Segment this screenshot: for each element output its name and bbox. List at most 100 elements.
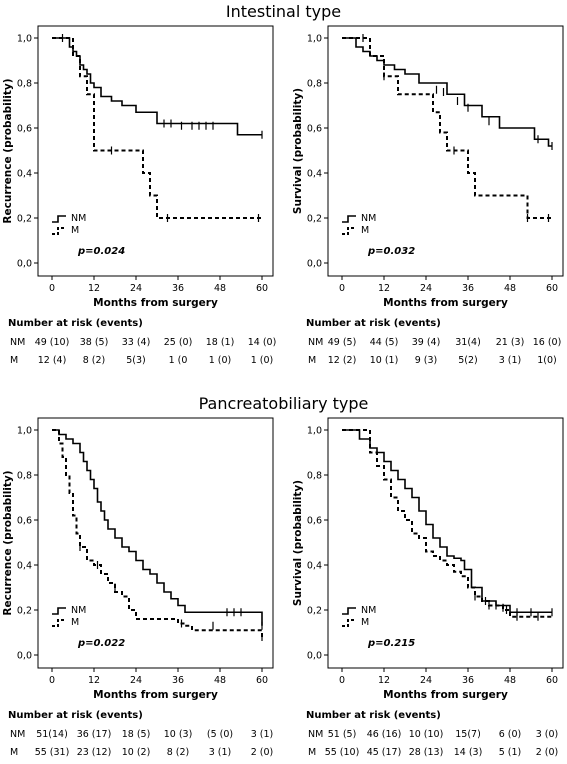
risk-cell: 28 (13) <box>408 747 444 758</box>
y-tick-label: 0,8 <box>307 471 322 482</box>
risk-row-label-m: M <box>10 355 19 366</box>
pancreatobiliary-recurrence-risk-table: Number at risk (events) NM 51(14) 36 (17) 18… <box>0 710 285 764</box>
x-tick-label: 24 <box>420 283 432 294</box>
x-axis-label: Months from surgery <box>93 297 218 309</box>
legend-swatch-m <box>52 619 66 627</box>
y-tick-label: 0,8 <box>307 79 322 90</box>
y-tick-label: 0,6 <box>17 516 32 527</box>
risk-cell: 55 (31) <box>34 747 70 758</box>
x-tick-label: 60 <box>256 283 268 294</box>
risk-cell: 18 (5) <box>121 729 151 740</box>
y-tick-label: 1,0 <box>307 426 322 437</box>
legend-label-m: M <box>361 617 369 628</box>
risk-cell: 45 (17) <box>366 747 402 758</box>
x-tick-label: 12 <box>378 283 390 294</box>
x-tick-label: 48 <box>214 675 226 686</box>
risk-cell: 1 (0) <box>208 355 232 366</box>
risk-cell: 3 (1) <box>498 355 522 366</box>
x-tick-label: 24 <box>130 283 142 294</box>
risk-cell: 3 (1) <box>208 747 232 758</box>
y-tick-label: 1,0 <box>307 34 322 45</box>
risk-row-label-nm: NM <box>308 337 324 348</box>
risk-table-title: Number at risk (events) <box>306 318 441 329</box>
intestinal-survival-risk-table: Number at risk (events) NM 49 (5) 44 (5) 39 … <box>290 318 567 378</box>
intestinal-recurrence-risk-table: Number at risk (events) NM 49 (10) 38 (5) 33… <box>0 318 285 378</box>
y-tick-label: 0,0 <box>17 651 32 662</box>
risk-cell: 25 (0) <box>163 337 193 348</box>
plot-frame <box>327 417 564 669</box>
risk-row-label-m: M <box>308 355 317 366</box>
y-tick-label: 0,0 <box>307 259 322 270</box>
y-tick-label: 0,4 <box>17 561 32 572</box>
risk-cell: 38 (5) <box>79 337 109 348</box>
risk-cell: 10 (3) <box>163 729 193 740</box>
risk-cell: 1 (0) <box>250 355 274 366</box>
risk-cell: 31(4) <box>455 337 481 348</box>
x-tick-label: 24 <box>420 675 432 686</box>
legend-label-m: M <box>71 225 79 236</box>
risk-table-title: Number at risk (events) <box>8 318 143 329</box>
plot-frame <box>327 25 564 277</box>
p-value: p=0.022 <box>77 638 125 649</box>
y-tick-label: 1,0 <box>17 34 32 45</box>
series-line-m <box>52 37 262 219</box>
y-tick-label: 0,4 <box>17 169 32 180</box>
x-tick-label: 0 <box>49 675 55 686</box>
risk-cell: 14 (0) <box>247 337 277 348</box>
legend-label-nm: NM <box>71 605 86 616</box>
risk-cell: 9 (3) <box>414 355 438 366</box>
pancreatobiliary-recurrence-chart: 0,0 0,2 0,4 0,6 0,8 1,0 0 12 24 36 48 60 Months from… <box>2 417 274 701</box>
risk-cell: 18 (1) <box>205 337 235 348</box>
pancreatobiliary-survival-chart: 0,0 0,2 0,4 0,6 0,8 1,0 0 12 24 36 48 60 Months from… <box>292 417 564 701</box>
series-line-nm <box>342 429 552 614</box>
series-line-m <box>342 37 552 219</box>
legend-label-m: M <box>71 617 79 628</box>
risk-cell: 3 (0) <box>535 729 559 740</box>
x-tick-label: 36 <box>462 675 474 686</box>
legend-label-nm: NM <box>71 213 86 224</box>
x-tick-label: 36 <box>172 675 184 686</box>
risk-row-label-m: M <box>308 747 317 758</box>
y-axis-label: Survival (probability) <box>292 480 304 606</box>
intestinal-recurrence-chart: 0,0 0,2 0,4 0,6 0,8 1,0 0 12 24 36 48 60 Months from… <box>2 25 274 309</box>
risk-cell: 44 (5) <box>369 337 399 348</box>
y-tick-label: 0,2 <box>17 606 32 617</box>
y-tick-label: 0,6 <box>17 124 32 135</box>
y-axis-label: Recurrence (probability) <box>2 470 14 615</box>
series-line-nm <box>52 37 262 136</box>
y-tick-label: 0,4 <box>307 169 322 180</box>
risk-cell: 33 (4) <box>121 337 151 348</box>
p-value: p=0.032 <box>367 246 415 257</box>
y-tick-label: 0,4 <box>307 561 322 572</box>
x-axis-label: Months from surgery <box>383 297 508 309</box>
y-tick-label: 1,0 <box>17 426 32 437</box>
risk-cell: 49 (10) <box>34 337 70 348</box>
x-tick-label: 60 <box>546 675 558 686</box>
risk-cell: 12 (4) <box>37 355 67 366</box>
legend-swatch-m <box>342 619 356 627</box>
y-axis-label: Recurrence (probability) <box>2 78 14 223</box>
series-line-m <box>52 429 263 637</box>
x-tick-label: 0 <box>49 283 55 294</box>
risk-cell: 46 (16) <box>366 729 402 740</box>
x-tick-label: 36 <box>172 283 184 294</box>
y-tick-label: 0,8 <box>17 79 32 90</box>
risk-cell: 10 (1) <box>369 355 399 366</box>
y-tick-label: 0,2 <box>307 606 322 617</box>
risk-row-label-nm: NM <box>10 337 26 348</box>
risk-table-title: Number at risk (events) <box>8 710 143 721</box>
risk-cell: 2 (0) <box>250 747 274 758</box>
risk-row-label-nm: NM <box>308 729 324 740</box>
risk-cell: 10 (2) <box>121 747 151 758</box>
risk-cell: 6 (0) <box>498 729 522 740</box>
plot-frame <box>37 417 274 669</box>
risk-cell: 5(2) <box>458 355 478 366</box>
risk-cell: 8 (2) <box>166 747 190 758</box>
risk-cell: 51(14) <box>36 729 68 740</box>
risk-cell: 14 (3) <box>453 747 483 758</box>
legend-swatch-nm <box>342 215 356 223</box>
y-tick-label: 0,6 <box>307 516 322 527</box>
section-title-pancreatobiliary: Pancreatobiliary type <box>198 394 369 413</box>
x-tick-label: 36 <box>462 283 474 294</box>
intestinal-survival-chart: 0,0 0,2 0,4 0,6 0,8 1,0 0 12 24 36 48 60 Months from… <box>292 25 564 309</box>
